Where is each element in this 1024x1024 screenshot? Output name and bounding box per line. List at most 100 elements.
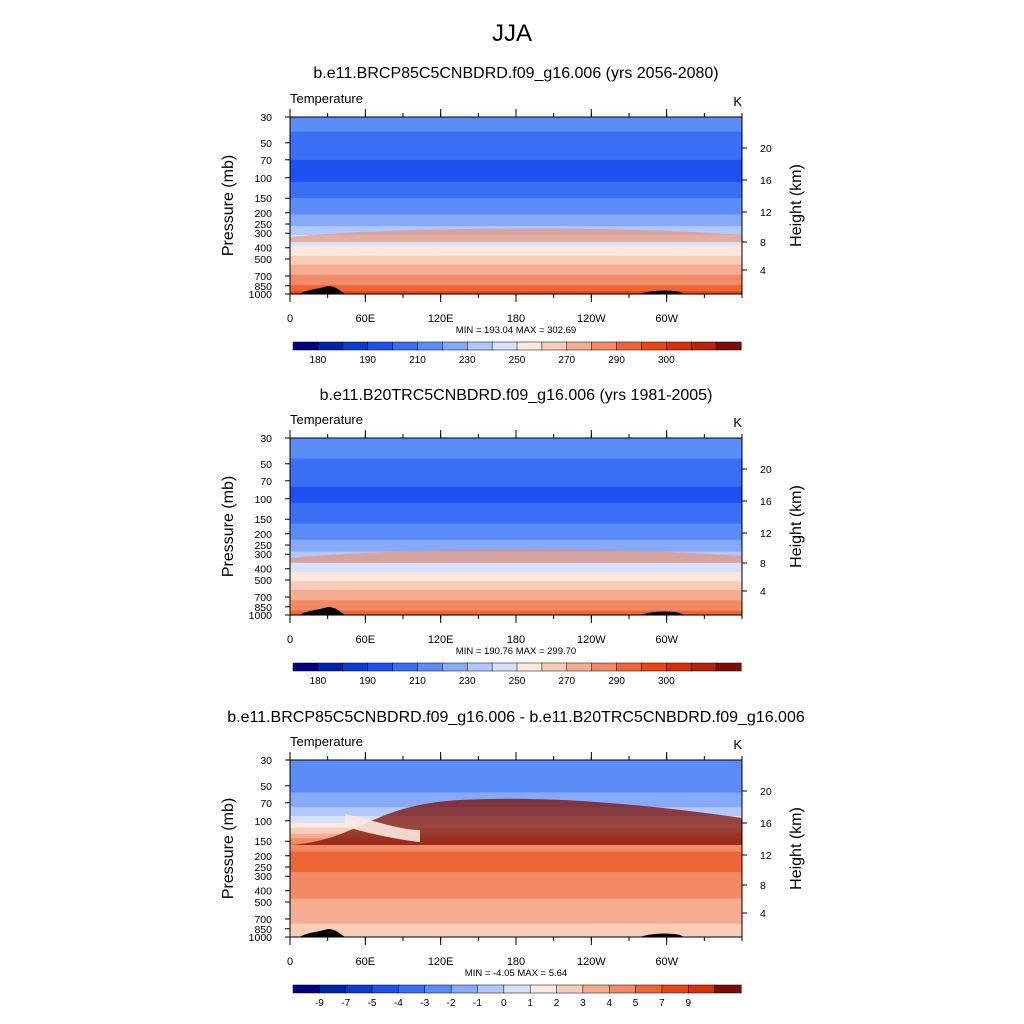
contour-band xyxy=(290,159,742,162)
colorbar-label: 4 xyxy=(606,998,612,1009)
contour-band xyxy=(290,908,742,912)
figure-title: JJA xyxy=(491,20,532,47)
topography xyxy=(300,286,345,294)
y-tick-label: 100 xyxy=(254,816,272,828)
contour-band xyxy=(290,513,742,516)
contour-band xyxy=(290,286,742,289)
contour-band xyxy=(290,572,742,575)
colorbar-swatch xyxy=(398,984,426,994)
contour-band xyxy=(290,263,742,266)
contour-band xyxy=(290,223,742,226)
x-tick-label: 60W xyxy=(655,634,678,646)
colorbar-swatch xyxy=(608,984,637,994)
topography xyxy=(640,933,684,937)
contour-band xyxy=(290,461,742,464)
contour-band xyxy=(290,217,742,220)
colorbar: 180 190 210 230 250 270 290 300 xyxy=(292,341,742,366)
contour-band xyxy=(290,458,742,461)
contour-band xyxy=(290,795,742,798)
y-tick-label: 850 xyxy=(254,924,272,936)
contour-band xyxy=(290,796,742,799)
contour-band xyxy=(290,929,742,932)
contour-band xyxy=(290,851,742,854)
colorbar-swatch xyxy=(345,984,373,994)
colorbar-swatch xyxy=(715,662,742,672)
contour-band xyxy=(290,199,742,202)
x-tick-label: 0 xyxy=(287,956,293,968)
contour-band xyxy=(290,439,742,442)
colorbar-swatch xyxy=(477,984,505,994)
contour-band xyxy=(290,764,742,767)
height-tick-label: 8 xyxy=(760,880,766,892)
colorbar-swatch xyxy=(641,662,667,672)
y-tick-label: 300 xyxy=(254,549,272,561)
x-tick-label: 120W xyxy=(577,313,606,325)
contour-band xyxy=(290,192,742,195)
units-label: K xyxy=(733,415,742,430)
contour-band xyxy=(290,883,742,886)
contour-band xyxy=(290,876,742,879)
contour-band xyxy=(290,589,742,592)
contour-band xyxy=(290,872,742,875)
panel-title: b.e11.BRCP85C5CNBDRD.f09_g16.006 (yrs 20… xyxy=(313,65,718,82)
contour-region-low xyxy=(290,903,620,920)
contour-band xyxy=(290,783,742,786)
contour-band xyxy=(290,520,742,523)
contour-band xyxy=(290,127,742,130)
y-tick-label: 500 xyxy=(254,897,272,909)
contour-band xyxy=(290,538,742,541)
height-tick-label: 16 xyxy=(760,175,772,187)
contour-band xyxy=(290,260,742,263)
y-tick-label: 50 xyxy=(260,459,272,471)
contour-band xyxy=(290,888,742,891)
contour-band xyxy=(290,573,742,576)
contour-band xyxy=(290,205,742,208)
height-tick-label: 16 xyxy=(760,496,772,508)
contour-band xyxy=(290,162,742,165)
contour-band xyxy=(290,765,742,768)
y-tick-label: 300 xyxy=(254,871,272,883)
contour-band xyxy=(290,476,742,479)
y-tick-label: 400 xyxy=(254,886,272,898)
y-tick-label: 150 xyxy=(254,193,272,205)
contour-band xyxy=(290,903,742,906)
contour-band xyxy=(290,161,742,164)
contour-band xyxy=(290,167,742,170)
contour-band xyxy=(290,168,742,171)
y-tick-label: 250 xyxy=(254,862,272,874)
contour-band xyxy=(290,610,742,613)
contour-band xyxy=(290,183,742,186)
contour-band xyxy=(290,212,742,215)
contour-band xyxy=(290,270,742,273)
colorbar-swatch xyxy=(442,662,468,672)
colorbar-swatch xyxy=(529,984,558,994)
contour-band xyxy=(290,173,742,176)
x-tick-label: 120W xyxy=(577,634,606,646)
contour-band xyxy=(290,866,742,869)
contour-band xyxy=(290,265,742,269)
contour-band xyxy=(290,904,742,907)
contour-band xyxy=(290,176,742,179)
y-tick-label: 250 xyxy=(254,540,272,552)
y-axis-label-right: Height (km) xyxy=(788,807,805,890)
contour-band xyxy=(290,860,742,863)
contour-band xyxy=(290,221,742,224)
y-axis-label-right: Height (km) xyxy=(788,485,805,568)
contour-band xyxy=(290,582,742,585)
contour-region-mid xyxy=(290,228,742,242)
contour-band xyxy=(290,844,742,847)
colorbar-swatch xyxy=(688,984,716,994)
y-tick-label: 700 xyxy=(254,271,272,283)
contour-band xyxy=(290,923,742,926)
contour-band xyxy=(290,226,742,229)
contour-band xyxy=(290,542,742,545)
colorbar-swatch xyxy=(591,341,618,351)
y-tick-label: 400 xyxy=(254,243,272,255)
contour-band xyxy=(290,541,742,544)
min-max-stats: MIN = 190.76 MAX = 299.70 xyxy=(456,646,576,657)
contour-band xyxy=(290,180,742,183)
chart-panel-2: b.e11.B20TRC5CNBDRD.f09_g16.006 (yrs 198… xyxy=(220,387,805,687)
variable-label: Temperature xyxy=(290,734,363,749)
x-tick-label: 60W xyxy=(655,956,678,968)
